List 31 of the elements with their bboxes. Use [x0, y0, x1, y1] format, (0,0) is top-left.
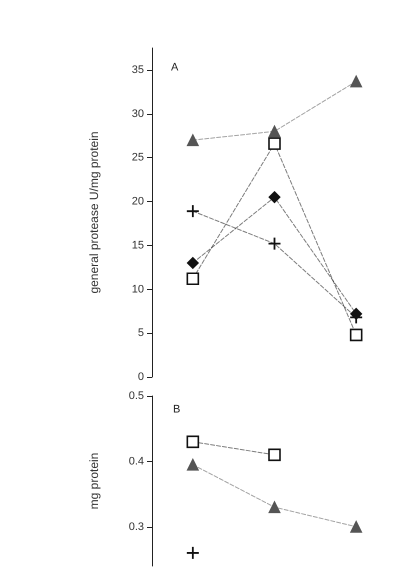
point	[268, 191, 280, 204]
y-tick-label: 5	[138, 327, 144, 340]
y-tick-label: 10	[132, 283, 144, 296]
y-axis-title: general protease U/mg protein	[87, 131, 101, 294]
point	[350, 520, 362, 533]
y-tick-label: 0.4	[128, 455, 144, 468]
point	[186, 458, 199, 471]
y-tick-label: 25	[132, 152, 144, 164]
y-tick-label: 30	[132, 108, 144, 120]
annotation: B	[173, 404, 180, 416]
point	[268, 448, 281, 462]
point	[186, 546, 200, 560]
point	[186, 435, 200, 448]
y-axis-title: mg protein	[87, 452, 101, 510]
y-tick-label: 15	[132, 239, 144, 252]
y-tick-label: 0.5	[128, 390, 144, 402]
point	[186, 204, 200, 218]
annotation: A	[171, 62, 179, 74]
point	[268, 501, 280, 514]
y-tick-label: 35	[132, 64, 144, 76]
point	[350, 75, 362, 88]
point	[186, 134, 199, 146]
point	[268, 125, 280, 138]
point	[268, 236, 282, 251]
y-tick-label: 0	[138, 371, 144, 383]
point	[186, 256, 199, 269]
point	[186, 272, 200, 286]
y-tick-label: 20	[132, 196, 144, 208]
point	[350, 328, 362, 342]
point	[268, 137, 281, 150]
y-tick-label: 0.3	[128, 520, 144, 533]
